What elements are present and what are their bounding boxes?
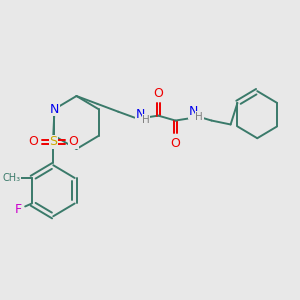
Text: N: N (189, 105, 198, 118)
Text: CH₃: CH₃ (3, 173, 21, 183)
Text: N: N (136, 108, 145, 121)
Text: H: H (142, 115, 150, 124)
Text: O: O (28, 135, 38, 148)
Text: S: S (49, 135, 57, 148)
Text: O: O (68, 135, 78, 148)
Text: O: O (170, 136, 180, 150)
Text: N: N (50, 103, 59, 116)
Text: F: F (15, 203, 22, 216)
Text: H: H (195, 112, 203, 122)
Text: O: O (153, 87, 163, 100)
